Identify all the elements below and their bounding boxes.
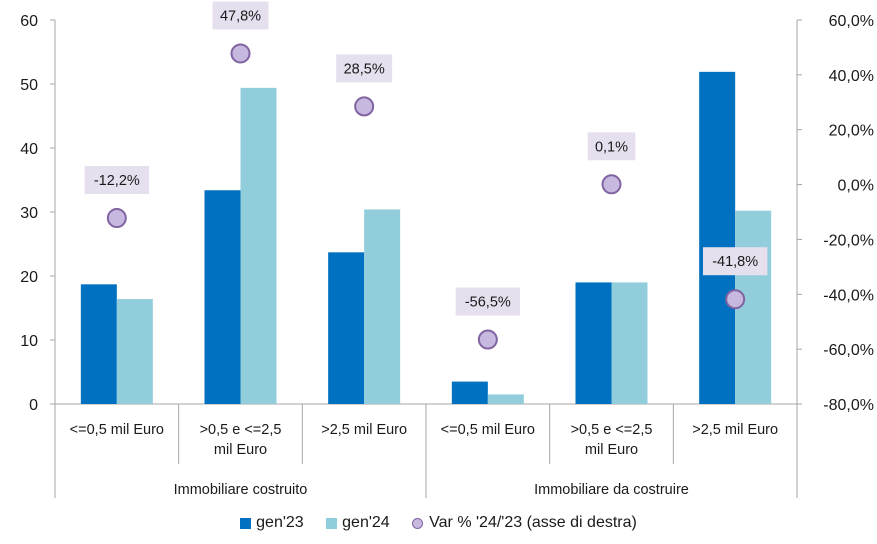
right-axis-ticks: -80,0% -60,0% -40,0% -20,0% 0,0% 20,0% 40,0% 60…: [797, 13, 874, 414]
bar-gen23-0: [80, 284, 117, 404]
bars: [80, 71, 772, 404]
left-tick-label: 30: [20, 205, 38, 222]
right-tick-label: -60,0%: [823, 342, 874, 359]
var-marker-1: [230, 43, 251, 64]
left-tick-label: 60: [20, 13, 38, 30]
bar-gen24-0: [116, 299, 153, 404]
bar-gen23-2: [328, 252, 365, 404]
legend-label-gen23: gen'23: [256, 514, 304, 531]
bar-gen23-3: [451, 381, 488, 404]
right-tick-label: 60,0%: [829, 13, 874, 30]
right-tick-label: -40,0%: [823, 287, 874, 304]
bar-gen24-4: [611, 282, 648, 404]
group-label-0: Immobiliare costruito: [174, 482, 308, 498]
var-label-box-2: [336, 54, 393, 83]
legend-label-var: Var % '24/'23 (asse di destra): [429, 514, 637, 531]
left-tick-label: 0: [29, 397, 38, 414]
var-marker-2: [354, 96, 375, 117]
bar-gen23-1: [204, 190, 241, 404]
bar-gen24-2: [364, 209, 401, 404]
category-labels: <=0,5 mil Euro >0,5 e <=2,5 mil Euro >2,5 m…: [70, 422, 778, 458]
left-tick-label: 10: [20, 333, 38, 350]
category-label-0: <=0,5 mil Euro: [70, 422, 164, 438]
var-label-4: 0,1%: [595, 139, 628, 155]
legend-item-var: Var % '24/'23 (asse di destra): [412, 514, 637, 532]
right-tick-label: 0,0%: [838, 178, 874, 195]
var-label-box-0: [84, 166, 150, 195]
left-tick-label: 50: [20, 77, 38, 94]
var-label-box-3: [455, 287, 521, 316]
var-marker-5: [725, 289, 746, 310]
axes: [54, 20, 798, 498]
category-label-3: <=0,5 mil Euro: [441, 422, 535, 438]
group-labels: Immobiliare costruito Immobiliare da cost…: [174, 482, 689, 498]
bar-gen23-5: [699, 71, 736, 404]
legend-swatch-gen23: [240, 517, 252, 529]
legend-item-gen23: gen'23: [240, 514, 304, 532]
right-tick-label: 20,0%: [829, 123, 874, 140]
var-marker-4: [601, 174, 622, 195]
legend-swatch-gen24: [326, 517, 338, 529]
var-label-box-4: [587, 132, 636, 161]
category-label-4: >0,5 e <=2,5: [571, 422, 653, 438]
bar-gen24-5: [735, 210, 772, 404]
right-tick-label: -80,0%: [823, 397, 874, 414]
bar-gen24-1: [240, 87, 277, 404]
legend-label-gen24: gen'24: [342, 514, 390, 531]
right-tick-label: -20,0%: [823, 232, 874, 249]
var-label-2: 28,5%: [344, 61, 385, 77]
left-tick-label: 40: [20, 141, 38, 158]
var-label-1: 47,8%: [220, 8, 261, 24]
var-label-5: -41,8%: [712, 254, 758, 270]
var-marker-3: [477, 329, 498, 350]
var-label-0: -12,2%: [94, 173, 140, 189]
var-label-box-1: [212, 1, 269, 30]
category-label-2: >2,5 mil Euro: [321, 422, 407, 438]
legend-marker-var: [412, 517, 424, 529]
bar-gen23-4: [575, 282, 612, 404]
legend-item-gen24: gen'24: [326, 514, 390, 532]
legend: gen'23 gen'24 Var % '24/'23 (asse di des…: [0, 514, 877, 534]
category-label-4: mil Euro: [585, 442, 638, 458]
var-marker-0: [106, 208, 127, 229]
group-label-1: Immobiliare da costruire: [534, 482, 689, 498]
category-label-1: >0,5 e <=2,5: [200, 422, 282, 438]
category-label-5: >2,5 mil Euro: [692, 422, 778, 438]
var-label-box-5: [702, 247, 768, 276]
markers: -12,2% 47,8% 28,5% -56,5% 0,1% -41,8%: [84, 1, 768, 350]
right-tick-label: 40,0%: [829, 68, 874, 85]
left-tick-label: 20: [20, 269, 38, 286]
category-label-1: mil Euro: [214, 442, 267, 458]
var-label-3: -56,5%: [465, 295, 511, 311]
left-axis-ticks: 0 10 20 30 40 50 60: [20, 13, 55, 414]
bar-gen24-3: [487, 394, 524, 404]
